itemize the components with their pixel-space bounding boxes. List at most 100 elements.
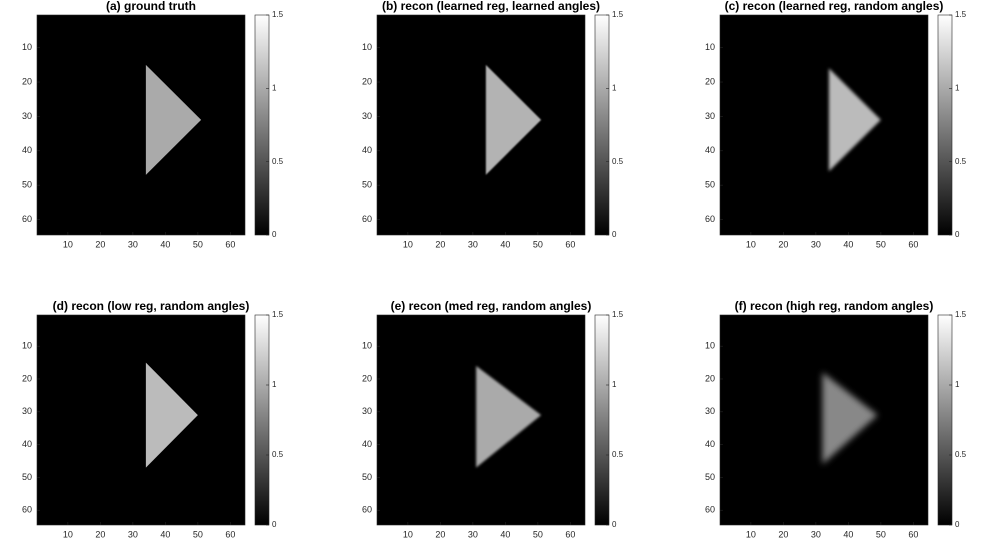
- triangle: [145, 64, 202, 175]
- y-tick-label: 40: [705, 439, 715, 449]
- y-tick-label: 30: [705, 111, 715, 121]
- colorbar: [254, 314, 270, 526]
- y-tick-label: 30: [362, 406, 372, 416]
- colorbar-tick-label: 1.5: [612, 310, 624, 319]
- axes-box: [719, 14, 929, 236]
- colorbar-tick-label: 1.5: [612, 10, 624, 19]
- y-tick-label: 60: [705, 505, 715, 515]
- colorbar-tick-label: 0.5: [955, 157, 967, 166]
- y-tick-label: 10: [705, 341, 715, 351]
- x-tick-label: 20: [95, 529, 105, 539]
- colorbar-tick-label: 1.5: [272, 310, 284, 319]
- x-tick-label: 10: [746, 529, 756, 539]
- x-tick-label: 40: [160, 239, 170, 249]
- colorbar-tick-label: 1.5: [955, 310, 967, 319]
- colorbar-tick-label: 1: [612, 380, 617, 389]
- x-tick-label: 60: [565, 529, 575, 539]
- image-layer: [822, 372, 878, 465]
- y-tick-label: 10: [362, 341, 372, 351]
- x-tick-label: 60: [908, 239, 918, 249]
- x-tick-label: 30: [128, 239, 138, 249]
- image-layer: [828, 68, 881, 172]
- triangle: [822, 372, 878, 465]
- x-tick-label: 10: [403, 239, 413, 249]
- y-tick-label: 40: [362, 439, 372, 449]
- panel-title: (c) recon (learned reg, random angles): [725, 0, 944, 13]
- panel-title: (d) recon (low reg, random angles): [53, 299, 250, 313]
- x-tick-label: 60: [908, 529, 918, 539]
- x-tick-label: 20: [778, 239, 788, 249]
- image-background: [720, 15, 928, 235]
- y-tick-label: 40: [22, 439, 32, 449]
- colorbar-tick-label: 0: [612, 230, 617, 239]
- y-tick-label: 50: [22, 472, 32, 482]
- y-tick-label: 50: [362, 180, 372, 190]
- panel-title: (e) recon (med reg, random angles): [391, 299, 592, 313]
- axes-box: [719, 314, 929, 526]
- y-tick-label: 20: [705, 373, 715, 383]
- axes-box: [376, 314, 586, 526]
- colorbar: [937, 14, 953, 236]
- colorbar: [937, 314, 953, 526]
- y-tick-label: 20: [362, 373, 372, 383]
- y-tick-label: 20: [22, 373, 32, 383]
- triangle: [476, 365, 542, 468]
- y-tick-label: 60: [22, 505, 32, 515]
- x-tick-label: 40: [843, 529, 853, 539]
- x-tick-label: 50: [193, 239, 203, 249]
- image-background: [37, 15, 245, 235]
- x-tick-label: 40: [160, 529, 170, 539]
- image-layer: [145, 362, 198, 468]
- x-tick-label: 50: [876, 529, 886, 539]
- image-background: [37, 315, 245, 525]
- x-tick-label: 20: [435, 239, 445, 249]
- y-tick-label: 30: [362, 111, 372, 121]
- colorbar-tick-label: 1: [272, 83, 277, 92]
- x-tick-label: 60: [565, 239, 575, 249]
- colorbar-tick-label: 0: [955, 230, 960, 239]
- x-tick-label: 30: [468, 239, 478, 249]
- image-layer: [485, 64, 542, 175]
- x-tick-label: 10: [746, 239, 756, 249]
- y-tick-label: 60: [705, 214, 715, 224]
- colorbar-tick-label: 0: [612, 520, 617, 529]
- panel-title: (a) ground truth: [106, 0, 196, 13]
- y-tick-label: 30: [22, 406, 32, 416]
- axes-box: [36, 14, 246, 236]
- colorbar-tick-label: 1.5: [272, 10, 284, 19]
- panel-title: (b) recon (learned reg, learned angles): [382, 0, 600, 13]
- x-tick-label: 30: [468, 529, 478, 539]
- x-tick-label: 10: [63, 529, 73, 539]
- x-tick-label: 10: [63, 239, 73, 249]
- axes-box: [376, 14, 586, 236]
- y-tick-label: 20: [705, 76, 715, 86]
- colorbar-tick-label: 1.5: [955, 10, 967, 19]
- y-tick-label: 60: [22, 214, 32, 224]
- y-tick-label: 30: [705, 406, 715, 416]
- x-tick-label: 20: [95, 239, 105, 249]
- x-tick-label: 40: [843, 239, 853, 249]
- triangle: [145, 362, 198, 468]
- y-tick-label: 10: [705, 42, 715, 52]
- x-tick-label: 30: [128, 529, 138, 539]
- axes-box: [36, 314, 246, 526]
- colorbar-tick-label: 0: [272, 520, 277, 529]
- x-tick-label: 30: [811, 529, 821, 539]
- colorbar-tick-label: 0.5: [612, 157, 624, 166]
- y-tick-label: 50: [705, 180, 715, 190]
- y-tick-label: 10: [22, 341, 32, 351]
- y-tick-label: 50: [22, 180, 32, 190]
- y-tick-label: 20: [362, 76, 372, 86]
- x-tick-label: 30: [811, 239, 821, 249]
- panel-title: (f) recon (high reg, random angles): [735, 299, 934, 313]
- x-tick-label: 40: [500, 529, 510, 539]
- x-tick-label: 40: [500, 239, 510, 249]
- y-tick-label: 40: [705, 145, 715, 155]
- y-tick-label: 60: [362, 214, 372, 224]
- image-layer: [145, 64, 202, 175]
- colorbar-tick-label: 0: [955, 520, 960, 529]
- x-tick-label: 20: [778, 529, 788, 539]
- x-tick-label: 20: [435, 529, 445, 539]
- colorbar-tick-label: 1: [955, 83, 960, 92]
